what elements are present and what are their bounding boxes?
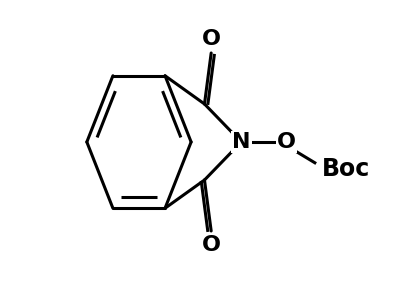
Text: Boc: Boc [322, 157, 370, 181]
Text: O: O [277, 132, 296, 152]
Text: O: O [202, 29, 221, 49]
Text: O: O [202, 235, 221, 255]
Text: N: N [232, 132, 251, 152]
